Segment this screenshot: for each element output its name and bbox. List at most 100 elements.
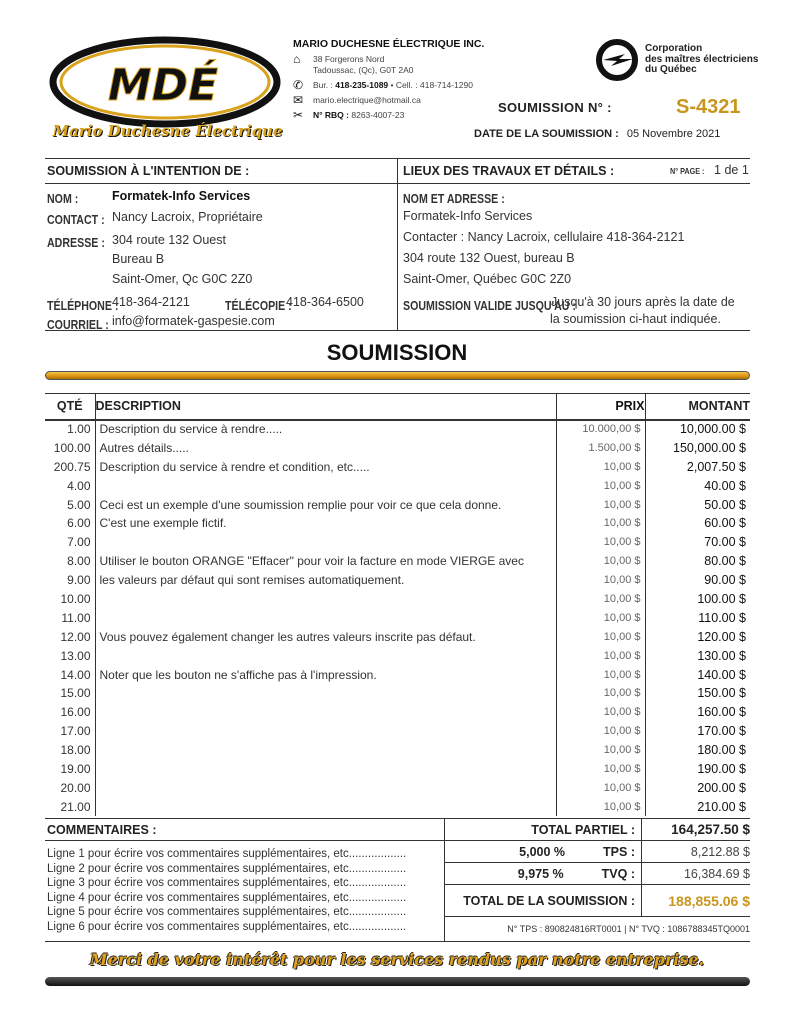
- valid-until-label: SOUMISSION VALIDE JUSQU'AU :: [403, 299, 576, 313]
- cell-qty: 8.00: [45, 551, 96, 571]
- cell-amount: 110.00 $: [698, 610, 746, 625]
- cmeq-emblem-icon: [596, 39, 638, 81]
- table-row: 11.00 10,00 $ 110.00 $: [45, 608, 750, 628]
- total-value: 188,855.06 $: [668, 892, 750, 909]
- cell-price: 10,00 $: [556, 495, 646, 514]
- items-table: QTÉ DESCRIPTION PRIX MONTANT 1.00 Descrip…: [45, 393, 750, 817]
- total-label: TOTAL DE LA SOUMISSION :: [445, 885, 642, 916]
- cell-amount: 10,000.00 $: [679, 422, 746, 437]
- cell-description: [95, 759, 557, 779]
- office-label: Bur. :: [313, 80, 333, 90]
- quote-number: S-4321: [676, 96, 741, 118]
- cell-qty: 10.00: [45, 589, 96, 609]
- totals-box: TOTAL PARTIEL : 164,257.50 $ 5,000 % TPS :…: [445, 819, 750, 934]
- comment-line: Ligne 5 pour écrire vos commentaires sup…: [47, 906, 407, 918]
- comments-box: COMMENTAIRES : Ligne 1 pour écrire vos c…: [45, 819, 445, 941]
- tax-registration: N° TPS : 890824816RT0001 | N° TVQ : 1086…: [507, 924, 750, 934]
- address-line: Tadoussac, (Qc), G0T 2A0: [313, 65, 414, 75]
- company-email: mario.electrique@hotmail.ca: [313, 95, 421, 105]
- col-qty: QTÉ: [45, 393, 96, 421]
- valid-until-text: la soumission ci-haut indiquée.: [550, 312, 721, 326]
- cell-description: [95, 778, 557, 798]
- client-contact: Nancy Lacroix, Propriétaire: [112, 210, 263, 224]
- name-address-label: NOM ET ADRESSE :: [403, 192, 505, 206]
- table-row: 20.00 10,00 $ 200.00 $: [45, 778, 750, 798]
- site-line: 304 route 132 Ouest, bureau B: [403, 251, 575, 265]
- cell-amount: 40.00 $: [704, 478, 746, 493]
- client-address-line: 304 route 132 Ouest: [112, 233, 226, 247]
- cell-qty: 7.00: [45, 532, 96, 552]
- table-row: 7.00 10,00 $ 70.00 $: [45, 532, 750, 552]
- cell-description: Description du service à rendre et condi…: [95, 457, 557, 477]
- cell-price: 10,00 $: [556, 476, 646, 496]
- table-row: 5.00 Ceci est un exemple d'une soumission…: [45, 495, 750, 514]
- cell-amount: 200.00 $: [697, 780, 746, 795]
- client-name: Formatek-Info Services: [112, 189, 251, 203]
- cell-amount: 80.00 $: [704, 554, 746, 569]
- subtotal-value: 164,257.50 $: [671, 822, 750, 837]
- name-label: NOM :: [47, 192, 79, 206]
- cell-description: Ceci est un exemple d'une soumission rem…: [95, 495, 557, 514]
- rbq-label: N° RBQ :: [313, 110, 349, 120]
- cmeq-text: des maîtres électriciens: [645, 53, 759, 65]
- comment-line: Ligne 4 pour écrire vos commentaires sup…: [47, 891, 407, 904]
- cell-description: les valeurs par défaut qui sont remises …: [95, 570, 557, 590]
- site-line: Contacter : Nancy Lacroix, cellulaire 41…: [403, 230, 685, 244]
- table-row: 14.00 Noter que les bouton ne s'affiche p…: [45, 665, 750, 684]
- quote-number-label: SOUMISSION N° :: [498, 100, 612, 115]
- cell-description: Vous pouvez également changer les autres…: [95, 627, 557, 647]
- table-row: 10.00 10,00 $ 100.00 $: [45, 589, 750, 609]
- valid-until-text: Jusqu'à 30 jours après la date de: [551, 295, 735, 309]
- envelope-icon: ✉: [293, 93, 304, 107]
- company-logo: MDÉ Mario Duchesne Électrique: [45, 32, 290, 147]
- cell-qty: 21.00: [45, 797, 96, 817]
- company-info: MARIO DUCHESNE ÉLECTRIQUE INC. ⌂ 38 Forge…: [293, 38, 484, 125]
- cell-qty: 12.00: [45, 627, 96, 647]
- cell-price: 10,00 $: [556, 778, 646, 798]
- company-name: MARIO DUCHESNE ÉLECTRIQUE INC.: [293, 38, 485, 50]
- table-row: 8.00 Utiliser le bouton ORANGE "Effacer" …: [45, 551, 750, 571]
- client-heading: SOUMISSION À L'INTENTION DE :: [47, 164, 250, 178]
- client-address-line: Saint-Omer, Qc G0C 2Z0: [112, 272, 253, 286]
- cell-amount: 70.00 $: [704, 535, 746, 550]
- cell-amount: 130.00 $: [697, 648, 746, 663]
- table-row: 13.00 10,00 $ 130.00 $: [45, 646, 750, 666]
- tvq-rate: 9,975 %: [517, 866, 564, 881]
- cell-price: 10.000,00 $: [556, 419, 646, 439]
- cell-phone: 418-714-1290: [419, 80, 473, 90]
- cell-price: 10,00 $: [556, 759, 646, 779]
- client-email: info@formatek-gaspesie.com: [112, 314, 275, 328]
- table-row: 100.00 Autres détails..... 1.500,00 $ 150,0…: [45, 438, 750, 458]
- cell-description: [95, 797, 557, 817]
- client-site-box: SOUMISSION À L'INTENTION DE : LIEUX DES …: [45, 158, 750, 332]
- table-row: 4.00 10,00 $ 40.00 $: [45, 476, 750, 496]
- tps-label: TPS :: [603, 844, 635, 859]
- summary-section: COMMENTAIRES : Ligne 1 pour écrire vos c…: [45, 818, 750, 942]
- cell-price: 10,00 $: [556, 721, 646, 741]
- quote-date-label: DATE DE LA SOUMISSION :: [474, 128, 619, 140]
- cell-price: 10,00 $: [556, 608, 646, 628]
- cell-description: [95, 683, 557, 703]
- home-icon: ⌂: [293, 52, 301, 66]
- quote-date-row: DATE DE LA SOUMISSION : 05 Novembre 2021: [474, 128, 720, 140]
- cell-amount: 180.00 $: [697, 743, 746, 758]
- footer-divider: [45, 977, 750, 986]
- table-row: 16.00 10,00 $ 160.00 $: [45, 702, 750, 722]
- table-row: 18.00 10,00 $ 180.00 $: [45, 740, 750, 760]
- table-row: 21.00 10,00 $ 210.00 $: [45, 797, 750, 817]
- site-line: Formatek-Info Services: [403, 209, 533, 223]
- cell-price: 10,00 $: [556, 570, 646, 590]
- table-row: 19.00 10,00 $ 190.00 $: [45, 759, 750, 779]
- gold-divider: [45, 371, 750, 380]
- cell-price: 10,00 $: [556, 683, 646, 703]
- tvq-label: TVQ :: [601, 866, 635, 881]
- cell-qty: 6.00: [45, 513, 96, 533]
- contact-label: CONTACT :: [47, 213, 105, 227]
- cell-qty: 20.00: [45, 778, 96, 798]
- table-header: QTÉ DESCRIPTION PRIX MONTANT: [45, 393, 750, 421]
- col-description: DESCRIPTION: [95, 393, 557, 421]
- address-label: ADRESSE :: [47, 236, 105, 250]
- cell-amount: 160.00 $: [697, 705, 746, 720]
- cell-price: 10,00 $: [556, 551, 646, 571]
- cell-price: 10,00 $: [556, 797, 646, 817]
